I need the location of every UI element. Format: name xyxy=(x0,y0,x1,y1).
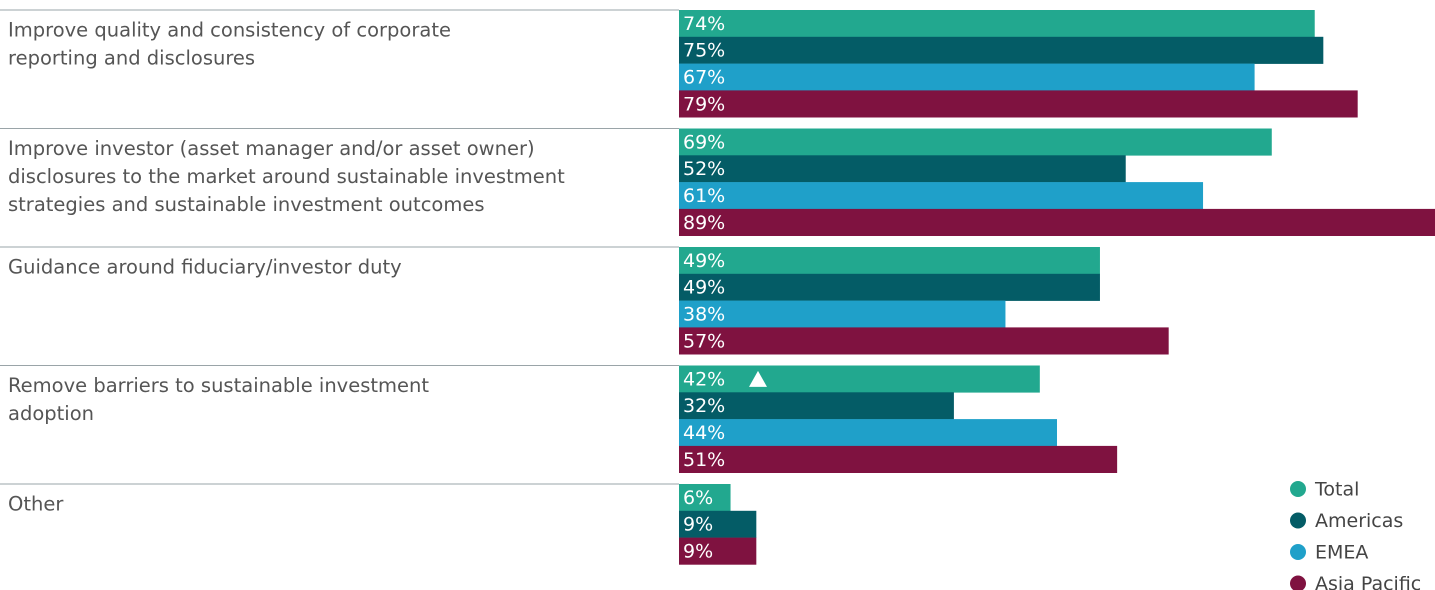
legend-label: Asia Pacific xyxy=(1315,573,1421,590)
value-label: 75% xyxy=(683,40,725,62)
value-label: 51% xyxy=(683,449,725,471)
legend-swatch xyxy=(1290,544,1306,560)
bar xyxy=(679,484,731,512)
value-label: 44% xyxy=(683,422,725,444)
legend-swatch xyxy=(1290,481,1306,497)
category-label: Improve quality and consistency of corpo… xyxy=(8,19,451,42)
value-label: 79% xyxy=(683,93,725,115)
bar xyxy=(679,36,1324,64)
value-label: 32% xyxy=(683,395,725,417)
value-label: 67% xyxy=(683,67,725,89)
value-label: 9% xyxy=(683,541,713,563)
value-label: 57% xyxy=(683,330,725,352)
bar xyxy=(679,392,954,420)
value-label: 38% xyxy=(683,304,725,326)
category-label: Remove barriers to sustainable investmen… xyxy=(8,374,429,397)
category-label: strategies and sustainable investment ou… xyxy=(8,193,485,216)
bar xyxy=(679,510,757,538)
category-label: disclosures to the market around sustain… xyxy=(8,165,565,188)
value-label: 74% xyxy=(683,13,725,35)
value-label: 42% xyxy=(683,368,725,390)
legend-swatch xyxy=(1290,512,1306,529)
legend-label: Total xyxy=(1314,479,1359,501)
bar xyxy=(679,327,1169,355)
legend-label: Americas xyxy=(1315,510,1403,532)
bar xyxy=(679,182,1204,210)
bar xyxy=(679,419,1057,447)
bar xyxy=(679,208,1435,236)
bar xyxy=(679,247,1100,275)
value-label: 89% xyxy=(683,212,725,234)
category-label: adoption xyxy=(8,402,94,425)
category-label: reporting and disclosures xyxy=(8,47,255,70)
value-label: 69% xyxy=(683,131,725,153)
bar xyxy=(679,273,1100,301)
category-label: Guidance around fiduciary/investor duty xyxy=(8,256,402,279)
bar xyxy=(679,90,1358,118)
value-label: 49% xyxy=(683,250,725,272)
value-label: 61% xyxy=(683,185,725,207)
value-label: 6% xyxy=(683,487,713,509)
bar xyxy=(679,365,1040,393)
value-label: 0% xyxy=(683,567,713,589)
triangle-icon xyxy=(749,370,767,387)
bar xyxy=(679,537,757,565)
value-label: 52% xyxy=(683,158,725,180)
bar xyxy=(679,63,1255,91)
legend-label: EMEA xyxy=(1315,542,1368,564)
bar xyxy=(679,10,1315,38)
bar xyxy=(679,300,1006,328)
category-label: Other xyxy=(8,493,64,516)
legend-swatch xyxy=(1290,575,1306,590)
value-label: 49% xyxy=(683,277,725,299)
bar xyxy=(679,128,1272,156)
category-label: Improve investor (asset manager and/or a… xyxy=(8,137,535,160)
bar xyxy=(679,445,1118,473)
bar xyxy=(679,155,1126,183)
value-label: 9% xyxy=(683,514,713,536)
